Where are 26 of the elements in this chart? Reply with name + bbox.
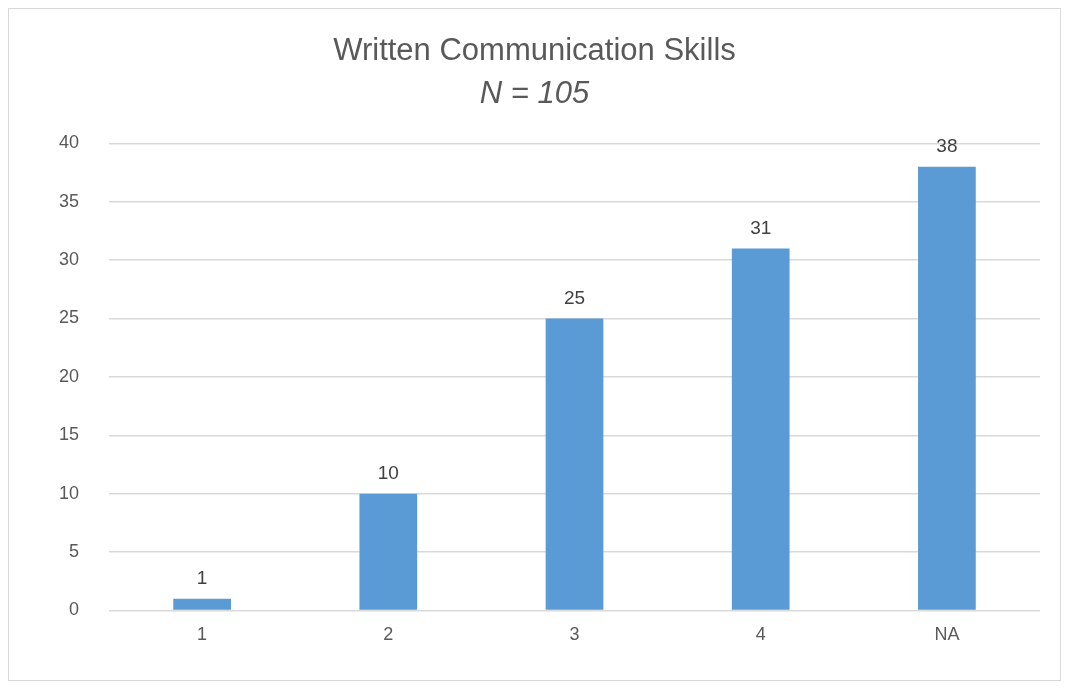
bar [359, 493, 418, 610]
bar [173, 598, 231, 610]
data-label: 1 [196, 567, 208, 589]
data-label: 10 [377, 462, 399, 484]
y-tick-label: 25 [58, 307, 80, 328]
x-tick-label: 3 [569, 624, 580, 645]
data-label: 25 [563, 287, 586, 309]
y-tick-label: 20 [58, 365, 80, 386]
y-tick-label: 10 [58, 482, 80, 503]
bar [918, 166, 976, 610]
data-label: 38 [936, 135, 958, 157]
x-tick-label: 2 [383, 624, 394, 645]
y-tick-label: 35 [58, 190, 80, 211]
x-tick-label: NA [934, 624, 960, 645]
y-tick-label: 30 [58, 249, 80, 270]
data-label: 31 [750, 217, 772, 239]
y-tick-label: 40 [58, 132, 80, 153]
x-tick-label: 4 [755, 624, 766, 645]
bar [731, 248, 790, 610]
y-tick-label: 5 [69, 540, 80, 561]
chart-title: Written Communication Skills [333, 32, 736, 68]
y-tick-label: 15 [58, 424, 80, 445]
chart-subtitle: N = 105 [479, 75, 590, 111]
y-tick-label: 0 [69, 599, 80, 620]
bar [545, 318, 604, 610]
x-tick-label: 1 [197, 624, 208, 645]
